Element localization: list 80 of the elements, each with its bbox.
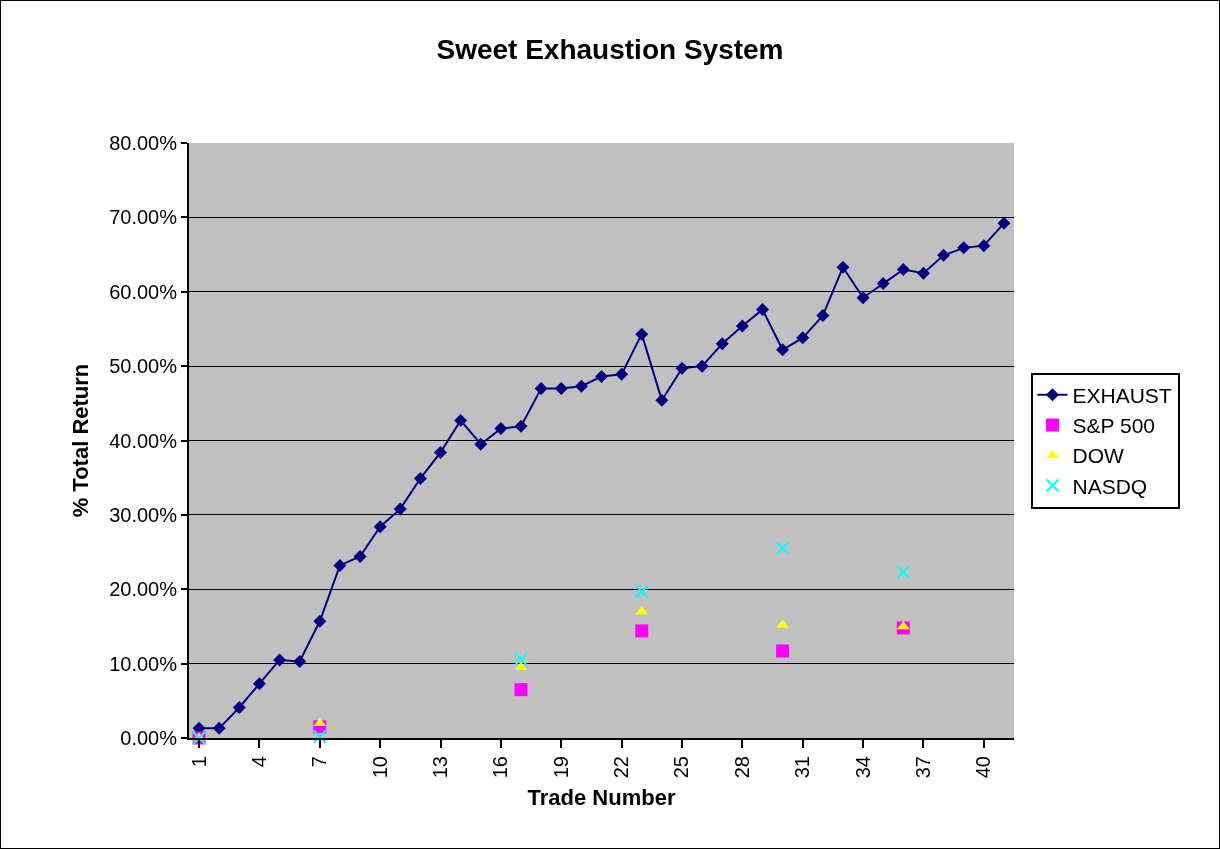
x-tick-label: 28 — [730, 756, 753, 779]
point — [695, 359, 709, 373]
point — [454, 413, 468, 427]
point — [393, 502, 407, 516]
point — [675, 361, 689, 375]
point — [353, 550, 367, 564]
x-tick-label: 22 — [610, 756, 633, 779]
point — [595, 370, 608, 384]
y-tick-label: 70.00% — [109, 206, 178, 229]
y-tick-label: 0.00% — [120, 727, 178, 749]
point — [816, 309, 830, 323]
point — [252, 677, 266, 691]
point — [856, 291, 870, 305]
point — [373, 520, 387, 534]
point — [655, 393, 669, 407]
point — [896, 262, 910, 276]
point — [715, 337, 729, 351]
point — [775, 541, 790, 556]
point — [514, 652, 529, 667]
point — [755, 303, 769, 317]
x-tick-label: 25 — [670, 756, 693, 779]
point — [212, 721, 226, 735]
point — [896, 620, 910, 630]
point — [615, 367, 629, 381]
point — [574, 379, 588, 393]
point — [293, 654, 307, 668]
legend-label: EXHAUST — [1072, 383, 1172, 407]
y-axis-title: % Total Return — [68, 363, 94, 518]
point — [312, 729, 327, 744]
point — [916, 266, 930, 280]
point — [635, 327, 649, 341]
point — [997, 216, 1011, 230]
point — [634, 584, 649, 599]
point — [635, 624, 649, 638]
point — [776, 644, 790, 658]
chart-title: Sweet Exhaustion System — [436, 33, 784, 65]
point — [836, 260, 850, 274]
x-axis-title: Trade Number — [527, 784, 676, 810]
x-tick-label: 10 — [368, 756, 391, 779]
legend-label: NASDQ — [1072, 474, 1148, 498]
point — [514, 419, 528, 433]
point — [273, 653, 287, 667]
x-tick-label: 37 — [911, 756, 934, 779]
point — [554, 381, 568, 395]
point — [232, 701, 246, 715]
point — [957, 241, 971, 255]
y-tick-label: 40.00% — [109, 429, 178, 452]
x-tick-label: 34 — [851, 756, 874, 779]
x-tick-label: 1 — [187, 756, 210, 768]
point — [937, 248, 951, 262]
x-tick-label: 31 — [791, 756, 814, 779]
legend-label: DOW — [1072, 444, 1124, 468]
point — [977, 239, 991, 253]
point — [534, 381, 548, 395]
point — [896, 565, 911, 580]
y-tick-label: 30.00% — [109, 503, 178, 526]
point — [776, 343, 790, 357]
x-tick-label: 40 — [972, 756, 995, 779]
point — [313, 614, 327, 628]
x-tick-label: 16 — [489, 756, 512, 779]
x-tick-label: 4 — [247, 756, 270, 768]
x-tick-label: 7 — [308, 756, 331, 768]
point — [474, 437, 488, 451]
x-tick-label: 19 — [549, 756, 572, 779]
point — [735, 319, 749, 333]
point — [333, 558, 347, 572]
legend-label: S&P 500 — [1072, 414, 1156, 438]
y-tick-label: 80.00% — [109, 132, 178, 154]
x-tick-label: 13 — [429, 756, 452, 779]
y-tick-label: 50.00% — [109, 355, 178, 378]
point — [514, 661, 528, 671]
point — [494, 422, 508, 436]
point — [514, 683, 528, 697]
point — [876, 277, 890, 291]
point — [434, 445, 448, 459]
y-tick-label: 20.00% — [109, 578, 178, 601]
point — [413, 471, 427, 485]
y-tick-label: 60.00% — [109, 280, 178, 303]
y-tick-label: 10.00% — [109, 652, 178, 675]
point — [796, 331, 810, 345]
